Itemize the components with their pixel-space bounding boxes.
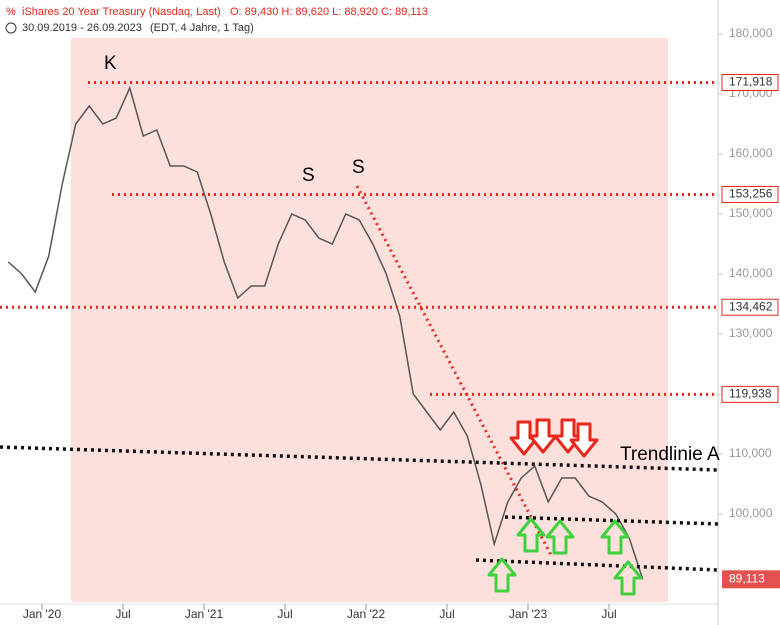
level-label: 153,256 (729, 187, 773, 201)
price-line (7, 85, 644, 580)
last-label: 89,113 (729, 571, 765, 585)
level-tag (721, 385, 779, 403)
highlight-range (71, 38, 668, 602)
symbol: iShares 20 Year Treasury (Nasdaq, Last) (22, 6, 221, 18)
annotation: S (302, 165, 315, 186)
y-tick-label: 180,000 (729, 26, 773, 40)
trend-line (0, 445, 719, 472)
annotation: Trendlinie A (620, 444, 720, 465)
trend-line (475, 558, 719, 572)
annotation: K (104, 53, 117, 74)
x-tick-label: Jul (439, 607, 454, 621)
annotation: S (352, 157, 365, 178)
y-tick-label: 140,000 (729, 266, 773, 280)
y-tick-label: 130,000 (729, 326, 773, 340)
ohlc: O: 89,430 H: 89,620 L: 88,920 C: 89,113 (230, 6, 428, 18)
level-label: 171,918 (729, 75, 773, 89)
clock-icon (5, 22, 17, 34)
level-tag (721, 185, 779, 203)
level-label: 134,462 (729, 299, 773, 313)
plot (7, 85, 644, 580)
x-tick-label: Jan '22 (347, 607, 386, 621)
level-tag (721, 73, 779, 91)
y-tick-label: 150,000 (729, 206, 773, 220)
trend-line (504, 515, 719, 526)
logo: % (6, 6, 16, 18)
x-tick-label: Jul (115, 607, 130, 621)
x-tick-label: Jul (277, 607, 292, 621)
y-tick-label: 110,000 (729, 446, 772, 460)
x-tick-label: Jan '23 (509, 607, 548, 621)
x-tick-label: Jul (601, 607, 616, 621)
level-label: 119,938 (729, 387, 772, 401)
x-tick-label: Jan '21 (185, 607, 224, 621)
y-tick-label: 160,000 (729, 146, 773, 160)
range-info: (EDT, 4 Jahre, 1 Tag) (150, 22, 254, 34)
last-tag (722, 570, 780, 589)
x-tick-label: Jan '20 (23, 607, 62, 621)
level-tag (721, 298, 779, 316)
y-tick-label: 100,000 (729, 506, 773, 520)
date-range: 30.09.2019 - 26.09.2023 (22, 22, 142, 34)
